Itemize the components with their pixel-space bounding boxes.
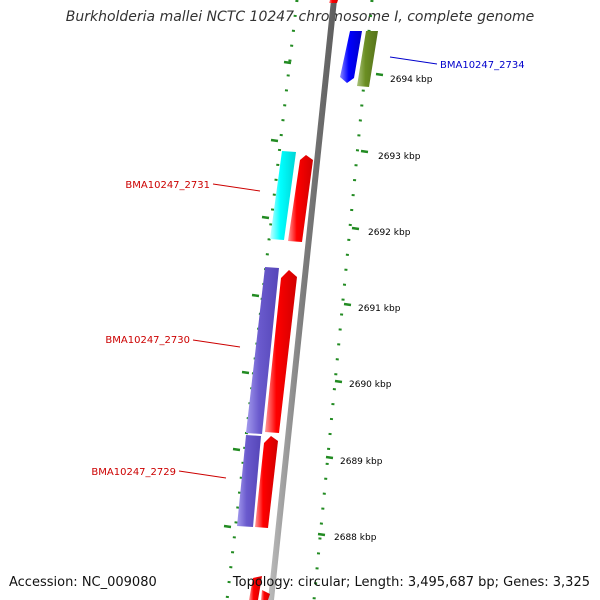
tick-mark bbox=[343, 302, 352, 307]
tick-label: 2692 kbp bbox=[368, 228, 411, 238]
genome-title: Burkholderia mallei NCTC 10247 chromosom… bbox=[65, 9, 535, 25]
tick-label: 2689 kbp bbox=[340, 457, 383, 467]
leader-line bbox=[192, 339, 241, 348]
tick-mark bbox=[334, 379, 343, 384]
tick-mark bbox=[232, 447, 241, 452]
tick-mark bbox=[375, 72, 384, 77]
tick-mark bbox=[251, 293, 260, 298]
tick-label: 2693 kbp bbox=[378, 152, 421, 162]
gene-arrow-blue[interactable] bbox=[340, 31, 362, 83]
topology-text: Topology: circular; Length: 3,495,687 bp… bbox=[232, 575, 590, 590]
gene-arrow-red[interactable] bbox=[249, 576, 262, 600]
tick-label: 2690 kbp bbox=[349, 380, 392, 390]
tick-marks bbox=[317, 72, 384, 537]
gene-arrow-red[interactable] bbox=[288, 155, 313, 242]
gene-label-bma10247-2731[interactable]: BMA10247_2731 bbox=[125, 180, 210, 191]
tick-mark bbox=[261, 215, 270, 220]
leader-line bbox=[178, 470, 227, 479]
tick-mark bbox=[325, 455, 334, 460]
tick-label: 2694 kbp bbox=[390, 75, 433, 85]
gene-arrow-red[interactable] bbox=[261, 590, 270, 600]
gene-arrow-olive[interactable] bbox=[357, 31, 378, 87]
gene-label-bma10247-2730[interactable]: BMA10247_2730 bbox=[105, 335, 190, 346]
gene-arrow-slate[interactable] bbox=[237, 435, 261, 527]
gene-arrow-slate[interactable] bbox=[246, 267, 279, 434]
tick-label: 2691 kbp bbox=[358, 304, 401, 314]
tick-mark bbox=[223, 524, 232, 529]
gene-arrow-red[interactable] bbox=[255, 436, 278, 528]
tick-mark bbox=[360, 149, 369, 154]
tick-mark bbox=[283, 60, 292, 65]
gene-arrow-red[interactable] bbox=[329, 0, 338, 3]
gene-arrow-cyan[interactable] bbox=[270, 151, 296, 240]
tick-mark bbox=[351, 226, 360, 231]
gene-label-bma10247-2729[interactable]: BMA10247_2729 bbox=[91, 467, 176, 478]
tick-label: 2688 kbp bbox=[334, 533, 377, 543]
genome-backbone bbox=[268, 0, 337, 600]
tick-mark bbox=[317, 532, 326, 537]
leader-line bbox=[212, 183, 261, 192]
inner-tick-marks bbox=[223, 60, 292, 529]
tick-mark bbox=[270, 138, 279, 143]
leader-line bbox=[389, 56, 438, 65]
gene-arrow-red[interactable] bbox=[265, 270, 297, 433]
gene-label-bma10247-2734[interactable]: BMA10247_2734 bbox=[440, 60, 525, 71]
tick-mark bbox=[241, 370, 250, 375]
outer-dotted-ring bbox=[312, 0, 374, 600]
accession-text: Accession: NC_009080 bbox=[9, 575, 157, 590]
